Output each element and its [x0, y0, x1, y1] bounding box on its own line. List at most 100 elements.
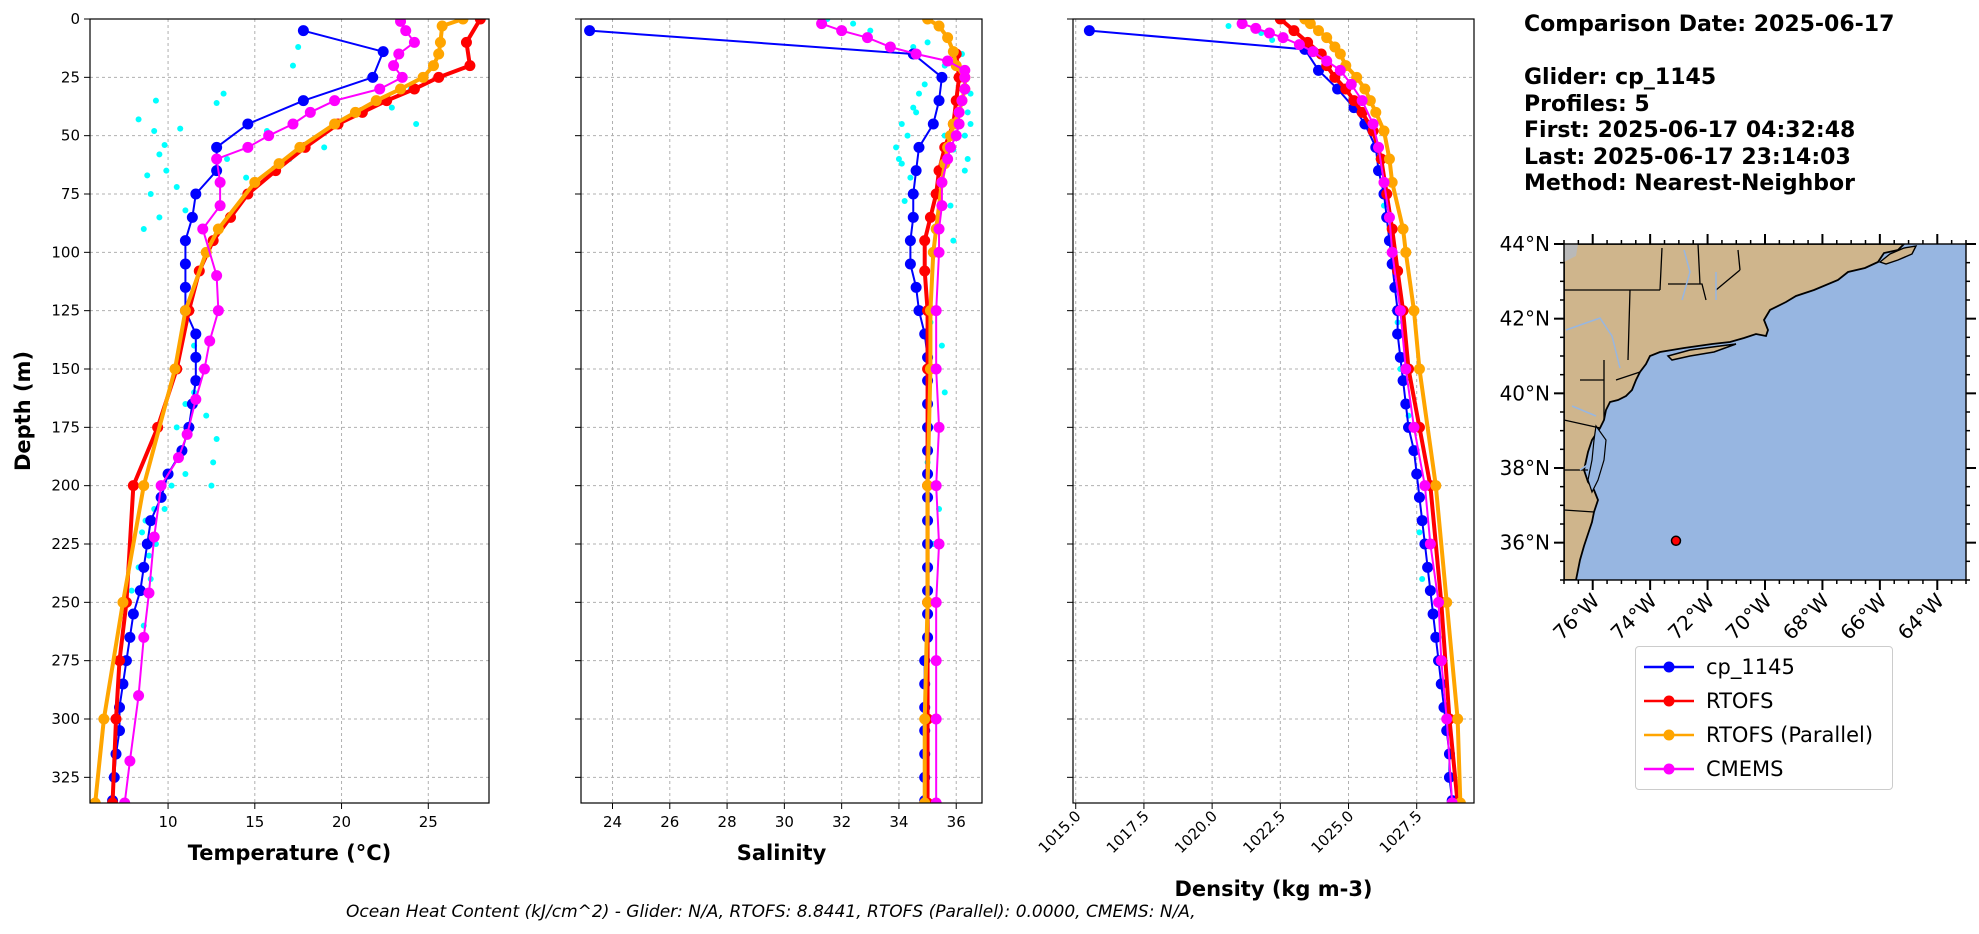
- series-point: [1386, 176, 1398, 188]
- series-point: [930, 363, 942, 375]
- series-point: [936, 200, 948, 212]
- y-tick-label: 225: [51, 535, 80, 553]
- density-panel: 1015.0 1017.5 1020.0 1022.5 1025.0 1027.5Dens…: [1035, 18, 1475, 901]
- scatter-point: [144, 172, 151, 179]
- series-point: [1356, 106, 1368, 118]
- series-point: [933, 95, 945, 107]
- x-tick-label: 1020.0: [1171, 807, 1221, 857]
- legend-item-cmems: CMEMS: [1644, 757, 1784, 781]
- map-lat-label: 36°N: [1500, 531, 1550, 555]
- series-point: [1307, 46, 1319, 58]
- scatter-point: [173, 424, 180, 431]
- series-point: [214, 200, 226, 212]
- scatter-point: [910, 104, 917, 111]
- series-point: [1313, 25, 1325, 37]
- series-point: [953, 118, 965, 130]
- x-tick-label: 32: [832, 813, 851, 831]
- series-cp-1145: [1083, 25, 1458, 803]
- series-point: [249, 176, 261, 188]
- series-point: [1424, 585, 1436, 597]
- series-point: [179, 281, 191, 293]
- scatter-point: [161, 142, 168, 148]
- scatter-point: [895, 156, 902, 162]
- series-point: [242, 118, 254, 130]
- series-point: [1274, 19, 1286, 25]
- series-point: [143, 587, 155, 599]
- map-lon-label: 76°W: [1548, 588, 1604, 644]
- series-point: [919, 713, 931, 725]
- series-point: [297, 25, 309, 37]
- series-point: [155, 491, 167, 503]
- series-point: [1430, 631, 1442, 643]
- last-time: Last: 2025-06-17 23:14:03: [1524, 144, 1851, 170]
- scatter-point: [924, 39, 931, 46]
- scatter-point: [220, 90, 227, 97]
- series-point: [1345, 78, 1357, 90]
- great-lakes: [1564, 244, 1578, 262]
- series-point: [1386, 223, 1398, 235]
- series-point: [297, 95, 309, 107]
- series-point: [190, 188, 202, 200]
- scatter-point: [208, 482, 215, 489]
- x-tick-label: 1015.0: [1035, 807, 1085, 857]
- scatter-point: [139, 529, 146, 536]
- series-point: [211, 141, 223, 153]
- series-point: [138, 480, 150, 492]
- axes-frame: [580, 18, 983, 804]
- series-point: [1394, 305, 1406, 317]
- series-point: [211, 270, 223, 282]
- legend-label: cp_1145: [1706, 655, 1795, 679]
- series-point: [179, 305, 191, 317]
- series-point: [922, 19, 934, 25]
- series-point: [1370, 106, 1382, 118]
- series-point: [1334, 64, 1346, 76]
- rivers: [1565, 249, 1717, 471]
- scatter-point: [203, 412, 210, 419]
- series-point: [924, 211, 936, 223]
- legend-label: CMEMS: [1706, 757, 1784, 781]
- series-point: [124, 755, 136, 767]
- series-point: [1378, 125, 1390, 137]
- series-point: [90, 797, 101, 803]
- location-map: 44°N 42°N 40°N 38°N 36°N 76°W 74°W 72°W 70°W 68°W…: [1500, 232, 1976, 645]
- scatter-point: [182, 471, 189, 477]
- x-tick-label: 36: [947, 813, 966, 831]
- series-point: [294, 141, 306, 153]
- glider-raw-scatter: [128, 44, 420, 629]
- scatter-point: [941, 389, 948, 396]
- scatter-point: [938, 342, 945, 349]
- series-point: [1348, 95, 1360, 107]
- series-point: [1446, 797, 1458, 803]
- series-point: [1321, 32, 1333, 44]
- plot-area: [90, 19, 486, 803]
- scatter-point: [295, 44, 302, 50]
- scatter-point: [907, 174, 914, 181]
- series-point: [287, 118, 299, 130]
- series-point: [1394, 351, 1406, 363]
- series-point: [133, 690, 145, 702]
- series-point: [1433, 596, 1445, 608]
- series-point: [1452, 713, 1464, 725]
- series-point: [204, 335, 216, 347]
- long-island: [1666, 343, 1737, 361]
- series-point: [936, 176, 948, 188]
- series-point: [141, 538, 153, 550]
- info-panel: Comparison Date: 2025-06-17 Glider: cp_1…: [1524, 12, 1894, 198]
- legend-marker: [1644, 763, 1694, 775]
- x-tick-label: 24: [603, 813, 622, 831]
- scatter-point: [152, 97, 159, 104]
- scatter-point: [210, 459, 217, 466]
- x-tick-label: 1022.5: [1239, 807, 1289, 857]
- series-point: [198, 363, 210, 375]
- series-point: [933, 20, 945, 32]
- series-point: [950, 130, 962, 142]
- series-line: [1241, 22, 1454, 803]
- scatter-point: [1419, 576, 1426, 582]
- x-tick-label: 15: [245, 813, 264, 831]
- y-tick-label: 25: [61, 68, 80, 86]
- series-point: [329, 95, 341, 107]
- series-point: [1378, 176, 1390, 188]
- scatter-point: [950, 237, 957, 244]
- scatter-point: [898, 121, 905, 127]
- scatter-point: [135, 116, 142, 123]
